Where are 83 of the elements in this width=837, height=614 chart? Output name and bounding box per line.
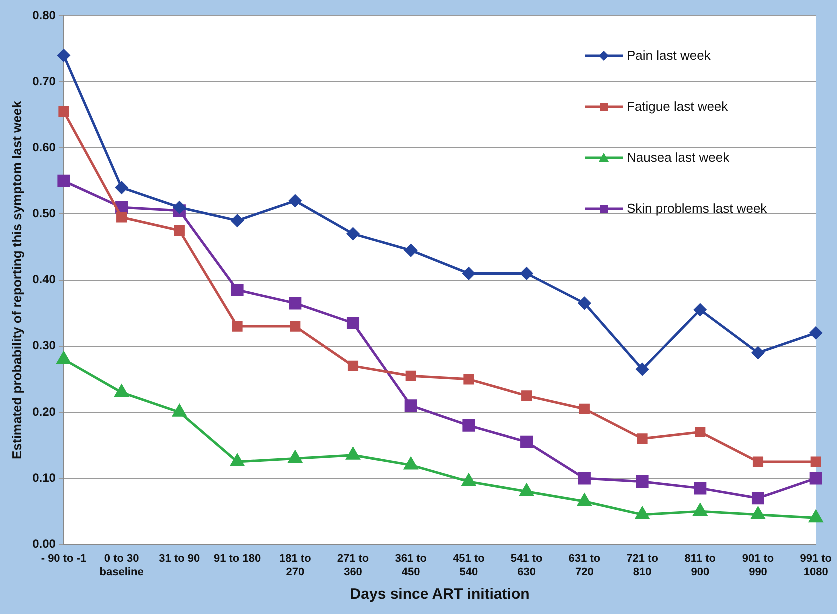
point	[404, 400, 418, 412]
point	[58, 106, 70, 118]
x-tick-label: 451 to 540	[453, 553, 486, 578]
point	[404, 244, 418, 257]
point	[346, 316, 360, 330]
point	[578, 472, 591, 485]
x-tick-label: 361 to 450	[395, 553, 428, 578]
point	[636, 363, 649, 376]
legend-label: Nausea last week	[627, 150, 730, 165]
point	[464, 374, 474, 385]
y-tick-label: 0.20	[32, 404, 56, 419]
point	[230, 454, 244, 466]
point	[404, 458, 418, 470]
x-tick-label: 31 to 90	[159, 553, 200, 566]
point	[579, 404, 590, 414]
point	[636, 507, 650, 520]
point	[288, 451, 302, 464]
point	[636, 476, 649, 488]
point	[116, 182, 128, 194]
x-axis-title: Days since ART initiation	[350, 586, 530, 604]
point	[348, 360, 359, 372]
point	[695, 426, 706, 438]
x-tick-label: - 90 to -1	[41, 553, 87, 566]
y-tick-label: 0.30	[32, 338, 56, 353]
y-tick-label: 0.80	[32, 8, 56, 22]
point	[810, 326, 822, 340]
legend-label: Skin problems last week	[627, 201, 768, 216]
point	[578, 494, 592, 506]
point	[289, 297, 302, 310]
point	[810, 472, 822, 485]
legend-label: Pain last week	[627, 48, 711, 63]
point	[231, 284, 244, 296]
point	[694, 504, 708, 516]
point	[752, 346, 764, 360]
x-tick-label: 811 to 900	[684, 553, 716, 578]
point	[520, 484, 534, 496]
x-tick-label: 541 to 630	[510, 553, 543, 578]
point	[751, 507, 766, 520]
point	[810, 456, 822, 468]
point	[520, 267, 534, 280]
x-tick-label: 181 to 270	[279, 553, 312, 578]
point	[173, 201, 186, 214]
point	[694, 482, 707, 495]
legend-label: Fatigue last week	[627, 99, 728, 114]
point	[115, 384, 129, 398]
y-tick-label: 0.50	[32, 206, 56, 221]
y-tick-label: 0.70	[32, 74, 56, 88]
point	[346, 228, 360, 240]
point	[290, 321, 301, 332]
point	[289, 194, 302, 208]
point	[522, 390, 532, 402]
point	[346, 448, 360, 460]
y-tick-label: 0.10	[32, 470, 56, 485]
point	[462, 474, 476, 486]
point	[58, 174, 70, 188]
point	[172, 404, 186, 417]
point	[578, 297, 591, 310]
point	[231, 214, 244, 228]
point	[694, 304, 707, 316]
x-tick-label: 271 to 360	[337, 553, 370, 578]
point	[809, 510, 823, 523]
point	[462, 267, 476, 280]
x-tick-label: 0 to 30 baseline	[100, 553, 144, 578]
point	[520, 436, 534, 448]
point	[57, 352, 71, 364]
x-tick-label: 721 to 810	[626, 553, 659, 578]
x-tick-label: 631 to 720	[568, 553, 601, 578]
point	[58, 49, 70, 62]
y-tick-label: 0.40	[32, 272, 56, 287]
point	[752, 492, 765, 505]
x-tick-label: 91 to 180	[214, 553, 262, 566]
point	[116, 212, 128, 223]
point	[406, 370, 416, 382]
point	[752, 456, 764, 468]
x-tick-label: 901 to 990	[742, 553, 774, 578]
x-tick-label: 991 to 1080	[800, 553, 832, 578]
point	[174, 225, 185, 236]
point	[232, 321, 243, 332]
y-tick-label: 0.00	[32, 536, 56, 551]
y-axis-title: Estimated probability of reporting this symptom last week	[9, 100, 24, 460]
point	[462, 419, 476, 432]
y-tick-label: 0.60	[32, 140, 56, 154]
point	[637, 434, 648, 444]
